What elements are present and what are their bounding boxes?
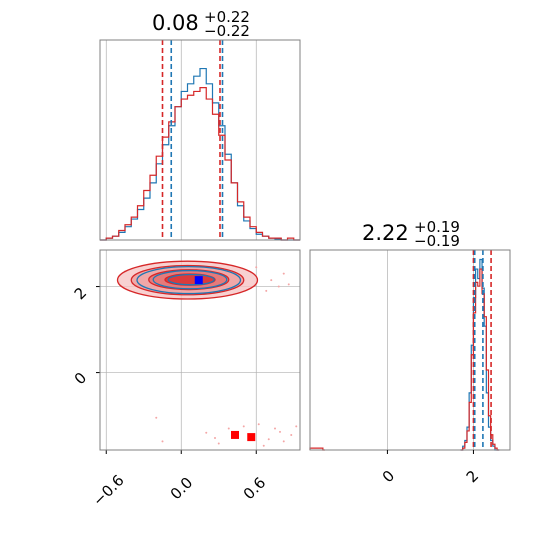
scatter-point <box>155 416 158 419</box>
marker-blue-square <box>194 276 203 285</box>
scatter-point <box>270 279 273 282</box>
scatter-point <box>290 433 293 436</box>
scatter-point <box>242 425 245 428</box>
y-tick-label: 2 <box>71 284 90 303</box>
scatter-point <box>267 438 270 441</box>
title-1-value: 0.08 <box>152 11 199 35</box>
title-panel-2: 2.22 +0.19 −0.19 <box>362 218 460 250</box>
contour-blue-2 <box>136 266 242 295</box>
scatter-point <box>214 436 216 439</box>
title-1-minus: −0.22 <box>204 22 250 40</box>
title-2-value: 2.22 <box>362 221 409 245</box>
title-2-minus: −0.19 <box>414 232 460 250</box>
scatter-point <box>217 442 220 445</box>
contour-panel <box>96 249 301 454</box>
scatter-point <box>295 425 298 428</box>
marker-red-square-2 <box>247 433 256 442</box>
hist-series-red <box>460 268 500 451</box>
scatter-point <box>255 266 258 269</box>
x-tick-label: 0.6 <box>240 474 270 504</box>
scatter-point <box>279 430 281 433</box>
histogram-panel-2 <box>309 249 511 454</box>
y-tick-label: 0 <box>71 369 90 388</box>
title-panel-1: 0.08 +0.22 −0.22 <box>152 8 250 40</box>
x-tick-label: −0.6 <box>89 471 127 509</box>
contour-blue-4 <box>167 273 215 286</box>
scatter-point <box>205 431 208 434</box>
histogram-panel-1 <box>99 39 301 241</box>
hist-series-blue <box>460 258 500 451</box>
panel-frame <box>99 39 301 241</box>
hist-series-red-tail <box>309 447 326 451</box>
scatter-point <box>265 289 268 292</box>
scatter-point <box>282 272 285 275</box>
x-tick-label: 0.0 <box>167 474 197 504</box>
panel-frame <box>99 249 301 451</box>
hist-series-red <box>100 87 300 241</box>
x-tick-label: 2 <box>463 467 482 486</box>
scatter-point <box>282 440 285 443</box>
marker-red-square-1 <box>231 430 239 439</box>
scatter-point <box>274 427 276 430</box>
scatter-point <box>287 283 290 286</box>
title-2-plus: +0.19 <box>414 218 460 236</box>
scatter-point <box>257 423 260 426</box>
contour-blue-3 <box>152 269 228 290</box>
hist-series-blue <box>100 67 300 241</box>
scatter-point <box>262 444 265 447</box>
title-1-plus: +0.22 <box>204 8 250 26</box>
x-tick-label: 0 <box>379 467 398 486</box>
scatter-point <box>227 427 230 430</box>
panel-frame <box>309 249 511 451</box>
scatter-point <box>161 440 164 443</box>
scatter-point <box>277 285 280 288</box>
